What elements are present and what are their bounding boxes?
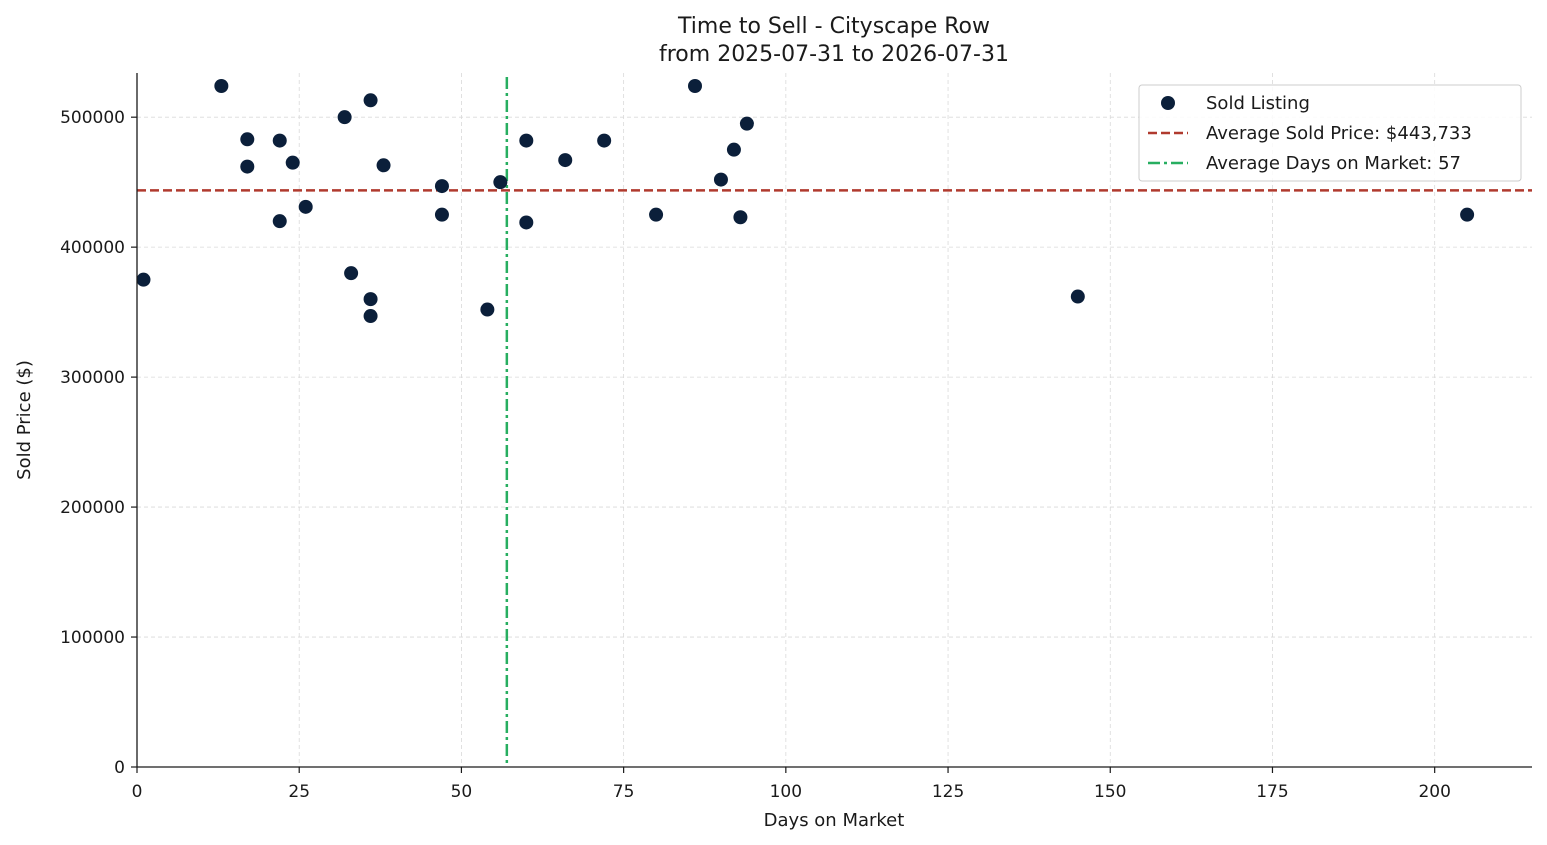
x-tick-label: 150: [1094, 782, 1126, 802]
data-point: [363, 292, 378, 307]
data-point: [480, 302, 495, 317]
data-point: [285, 155, 300, 170]
reference-lines: [137, 77, 1532, 767]
data-point: [649, 207, 664, 222]
data-point: [214, 78, 229, 93]
data-point: [558, 153, 573, 168]
data-point: [363, 309, 378, 324]
data-point: [519, 133, 534, 148]
data-point: [1460, 207, 1475, 222]
chart-subtitle: from 2025-07-31 to 2026-07-31: [659, 42, 1009, 67]
x-tick-label: 25: [288, 782, 310, 802]
legend-label-avg-days: Average Days on Market: 57: [1206, 153, 1461, 174]
legend-box: [1138, 84, 1522, 182]
x-tick-label: 0: [132, 782, 143, 802]
x-tick-label: 75: [613, 782, 635, 802]
data-point: [493, 175, 508, 190]
data-point: [713, 172, 728, 187]
x-tick-label: 50: [451, 782, 473, 802]
x-tick-label: 175: [1256, 782, 1288, 802]
data-point: [434, 207, 449, 222]
data-point: [519, 215, 534, 230]
y-tick-label: 400000: [60, 238, 125, 258]
y-tick-label: 300000: [60, 368, 125, 388]
data-point: [376, 158, 391, 173]
data-point: [1070, 289, 1085, 304]
y-tick-label: 500000: [60, 108, 125, 128]
y-tick-label: 0: [114, 758, 125, 778]
data-point: [298, 199, 313, 214]
data-point: [726, 142, 741, 157]
data-point: [337, 110, 352, 125]
chart-title: Time to Sell - Cityscape Row: [677, 14, 990, 39]
data-point: [272, 214, 287, 229]
legend-label-sold-listing: Sold Listing: [1206, 93, 1310, 114]
x-axis-label: Days on Market: [764, 810, 905, 831]
axes: [136, 73, 1532, 768]
legend: Sold Listing Average Sold Price: $443,73…: [1138, 84, 1522, 182]
legend-marker-sold-listing: [1161, 96, 1175, 110]
data-point: [344, 266, 359, 281]
data-point: [739, 116, 754, 131]
x-tick-label: 125: [932, 782, 964, 802]
y-ticks: 0 100000 200000 300000 400000 500000: [60, 108, 137, 778]
x-tick-label: 100: [770, 782, 802, 802]
data-point: [272, 133, 287, 148]
legend-label-avg-price: Average Sold Price: $443,733: [1206, 123, 1472, 144]
data-point: [733, 210, 748, 225]
y-axis-label: Sold Price ($): [14, 360, 35, 480]
data-point: [240, 159, 255, 174]
x-ticks: 0 25 50 75 100 125 150 175 200: [132, 767, 1451, 802]
data-point: [688, 78, 702, 93]
x-tick-label: 200: [1418, 782, 1450, 802]
data-points: [136, 78, 1475, 324]
data-point: [597, 133, 612, 148]
y-tick-label: 200000: [60, 498, 125, 518]
data-point: [240, 132, 255, 147]
data-point: [363, 93, 378, 108]
data-point: [136, 272, 151, 287]
y-tick-label: 100000: [60, 628, 125, 648]
data-point: [434, 179, 449, 194]
